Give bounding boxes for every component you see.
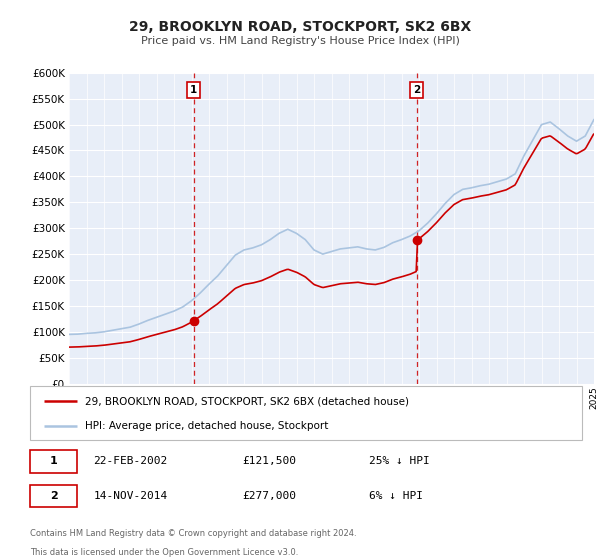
FancyBboxPatch shape bbox=[30, 450, 77, 473]
Text: 29, BROOKLYN ROAD, STOCKPORT, SK2 6BX: 29, BROOKLYN ROAD, STOCKPORT, SK2 6BX bbox=[129, 20, 471, 34]
Text: This data is licensed under the Open Government Licence v3.0.: This data is licensed under the Open Gov… bbox=[30, 548, 298, 557]
Text: 29, BROOKLYN ROAD, STOCKPORT, SK2 6BX (detached house): 29, BROOKLYN ROAD, STOCKPORT, SK2 6BX (d… bbox=[85, 396, 409, 407]
Text: HPI: Average price, detached house, Stockport: HPI: Average price, detached house, Stoc… bbox=[85, 421, 329, 431]
Text: 14-NOV-2014: 14-NOV-2014 bbox=[94, 491, 168, 501]
Text: 2: 2 bbox=[413, 85, 421, 95]
Text: Contains HM Land Registry data © Crown copyright and database right 2024.: Contains HM Land Registry data © Crown c… bbox=[30, 529, 356, 538]
Text: 1: 1 bbox=[190, 85, 197, 95]
Text: 1: 1 bbox=[50, 456, 58, 466]
Text: Price paid vs. HM Land Registry's House Price Index (HPI): Price paid vs. HM Land Registry's House … bbox=[140, 36, 460, 46]
Text: £277,000: £277,000 bbox=[242, 491, 296, 501]
Text: 6% ↓ HPI: 6% ↓ HPI bbox=[370, 491, 424, 501]
Text: 2: 2 bbox=[50, 491, 58, 501]
FancyBboxPatch shape bbox=[30, 386, 582, 440]
Text: £121,500: £121,500 bbox=[242, 456, 296, 466]
FancyBboxPatch shape bbox=[30, 485, 77, 507]
Text: 25% ↓ HPI: 25% ↓ HPI bbox=[370, 456, 430, 466]
Text: 22-FEB-2002: 22-FEB-2002 bbox=[94, 456, 168, 466]
